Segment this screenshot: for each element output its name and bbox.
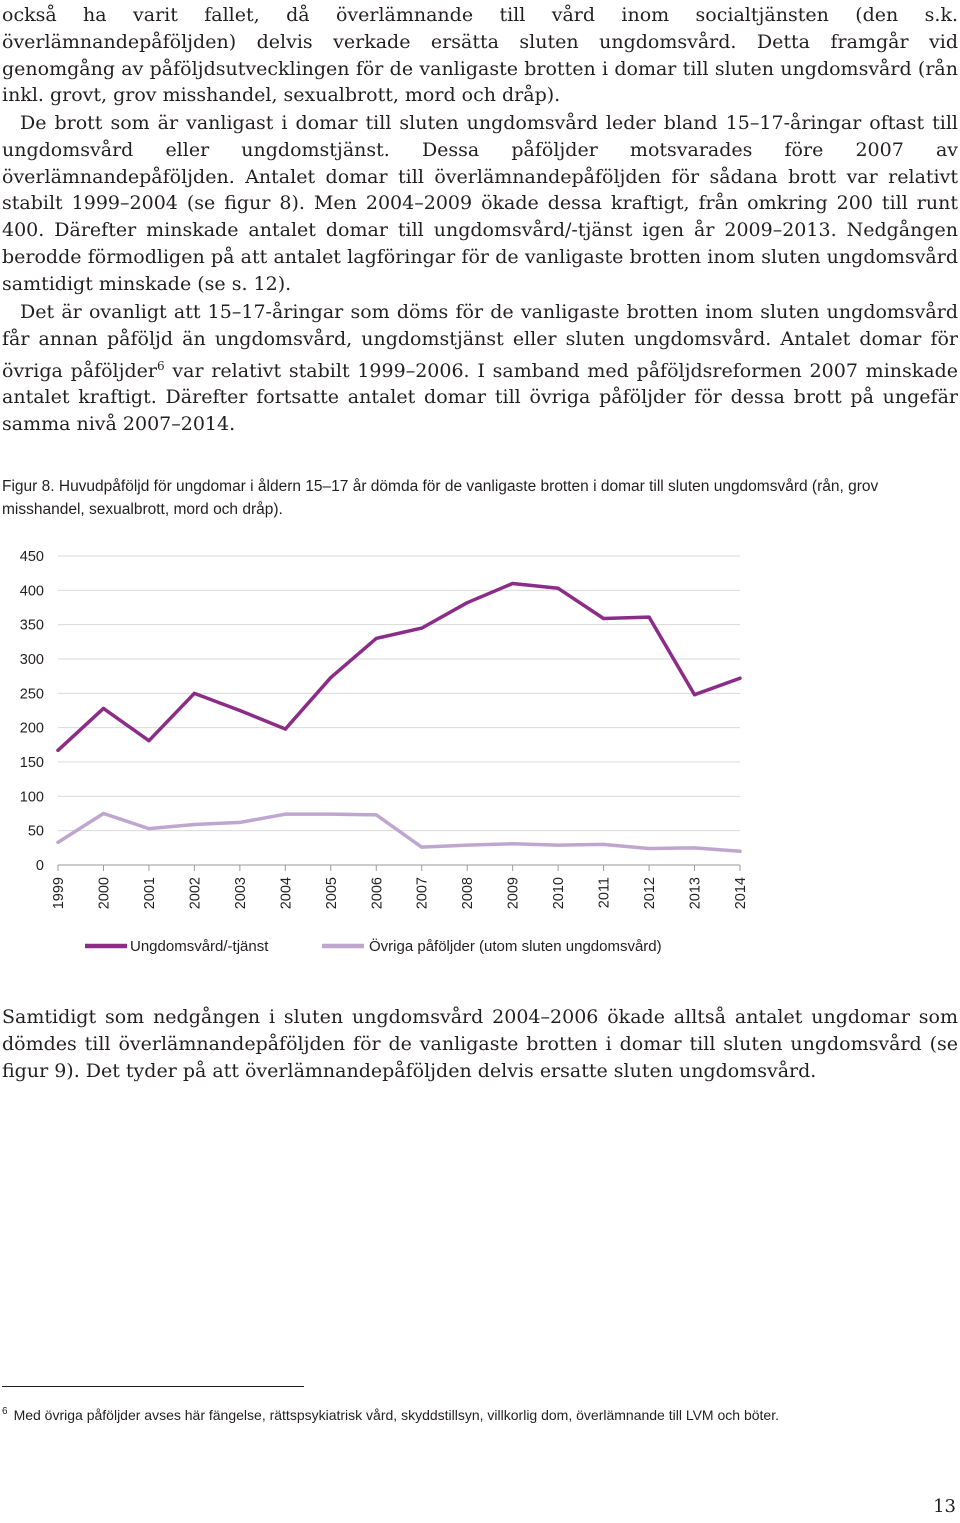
- x-tick-label: 1999: [51, 877, 67, 909]
- x-tick-label: 2006: [369, 877, 385, 909]
- data-point: [238, 820, 242, 825]
- footnote-marker: 6: [2, 1406, 8, 1417]
- y-tick-label: 100: [20, 789, 44, 805]
- y-tick-label: 400: [20, 583, 44, 599]
- data-point: [465, 843, 469, 847]
- x-tick-label: 2014: [733, 877, 749, 909]
- x-tick-label: 2001: [142, 877, 158, 909]
- data-point: [101, 811, 106, 816]
- figure-8-line-chart: 0 50 100 150 200 250 300 350 400 450 1999 2000 2001…: [20, 549, 749, 955]
- x-tick-label: 2011: [597, 877, 613, 908]
- footnote-reference[interactable]: 6: [157, 358, 165, 373]
- x-tick-label: 2008: [460, 877, 476, 909]
- data-point: [602, 842, 606, 846]
- y-tick-label: 150: [20, 755, 44, 771]
- data-point: [692, 846, 697, 850]
- data-point: [556, 586, 560, 590]
- y-tick-label: 300: [20, 652, 44, 668]
- x-tick-label: 2000: [96, 877, 112, 909]
- x-tick-label: 2005: [324, 877, 340, 909]
- figure-label: Figur 8.: [2, 478, 55, 495]
- figure-caption-text: Huvudpåföljd för ungdomar i åldern 15–17…: [2, 478, 879, 518]
- footnote-divider: [2, 1386, 304, 1387]
- paragraph-3: Det är ovanligt att 15–17-åringar som dö…: [2, 299, 958, 438]
- data-point: [192, 691, 196, 695]
- data-point: [238, 708, 242, 713]
- data-point: [420, 626, 424, 630]
- data-point: [602, 616, 606, 621]
- y-tick-label: 200: [20, 721, 44, 737]
- data-point: [511, 842, 515, 846]
- page-number: 13: [933, 1496, 956, 1517]
- data-point: [738, 676, 742, 680]
- data-point: [692, 693, 697, 697]
- data-point: [147, 827, 151, 831]
- chart-x-axis: 1999 2000 2001 2002 2003 2004 2005 2006 2007 2008…: [51, 865, 749, 909]
- chart-gridlines: [58, 555, 740, 866]
- legend-label-1: Övriga påföljder (utom sluten ungdomsvår…: [369, 937, 662, 955]
- data-point: [147, 739, 151, 743]
- data-point: [556, 843, 560, 847]
- paragraph-2: De brott som är vanligast i domar till s…: [2, 112, 958, 295]
- data-point: [283, 812, 287, 816]
- data-point: [647, 615, 651, 619]
- figure-caption: Figur 8. Huvudpåföljd för ungdomar i åld…: [2, 475, 958, 521]
- data-point: [56, 840, 60, 844]
- paragraph-3-part-b: var relativt stabilt 1999–2006. I samban…: [2, 359, 959, 436]
- data-point: [738, 849, 742, 853]
- data-point: [192, 822, 196, 827]
- series-line-1: [56, 811, 742, 854]
- paragraph-4: Samtidigt som nedgången i sluten ungdoms…: [2, 1006, 958, 1082]
- x-tick-label: 2013: [688, 877, 704, 909]
- y-tick-label: 0: [36, 858, 44, 874]
- x-tick-label: 2010: [551, 877, 567, 909]
- data-point: [420, 845, 424, 849]
- data-point: [329, 812, 333, 816]
- x-tick-label: 2003: [233, 877, 249, 909]
- chart-series: [56, 581, 742, 854]
- y-tick-label: 250: [20, 686, 44, 702]
- paragraph-1: också ha varit fallet, då överlämnande t…: [2, 4, 958, 107]
- data-point: [374, 813, 378, 817]
- data-point: [647, 846, 651, 851]
- x-tick-label: 2004: [278, 877, 294, 909]
- data-point: [511, 581, 515, 586]
- data-point: [374, 636, 378, 640]
- footnote: 6 Med övriga påföljder avses här fängelse…: [2, 1402, 952, 1425]
- chart-y-axis: 0 50 100 150 200 250 300 350 400 450: [20, 549, 44, 874]
- chart-legend: Ungdomsvård/-tjänst Övriga påföljder (uto…: [85, 937, 662, 955]
- y-tick-label: 450: [20, 549, 44, 565]
- y-tick-label: 50: [28, 824, 44, 840]
- footnote-text: Med övriga påföljder avses här fängelse,…: [13, 1407, 779, 1423]
- data-point: [283, 727, 287, 731]
- data-point: [465, 601, 469, 605]
- y-tick-label: 350: [20, 618, 44, 634]
- legend-label-0: Ungdomsvård/-tjänst: [130, 938, 269, 955]
- data-point: [101, 706, 106, 711]
- x-tick-label: 2012: [642, 877, 658, 909]
- x-tick-label: 2007: [415, 877, 431, 909]
- data-point: [56, 748, 60, 752]
- x-tick-label: 2002: [187, 877, 203, 909]
- data-point: [329, 675, 333, 680]
- paragraph-3-part-a: Det är ovanligt att 15–17-åringar som dö…: [2, 301, 958, 382]
- series-line-0: [56, 581, 742, 753]
- x-tick-label: 2009: [506, 877, 522, 909]
